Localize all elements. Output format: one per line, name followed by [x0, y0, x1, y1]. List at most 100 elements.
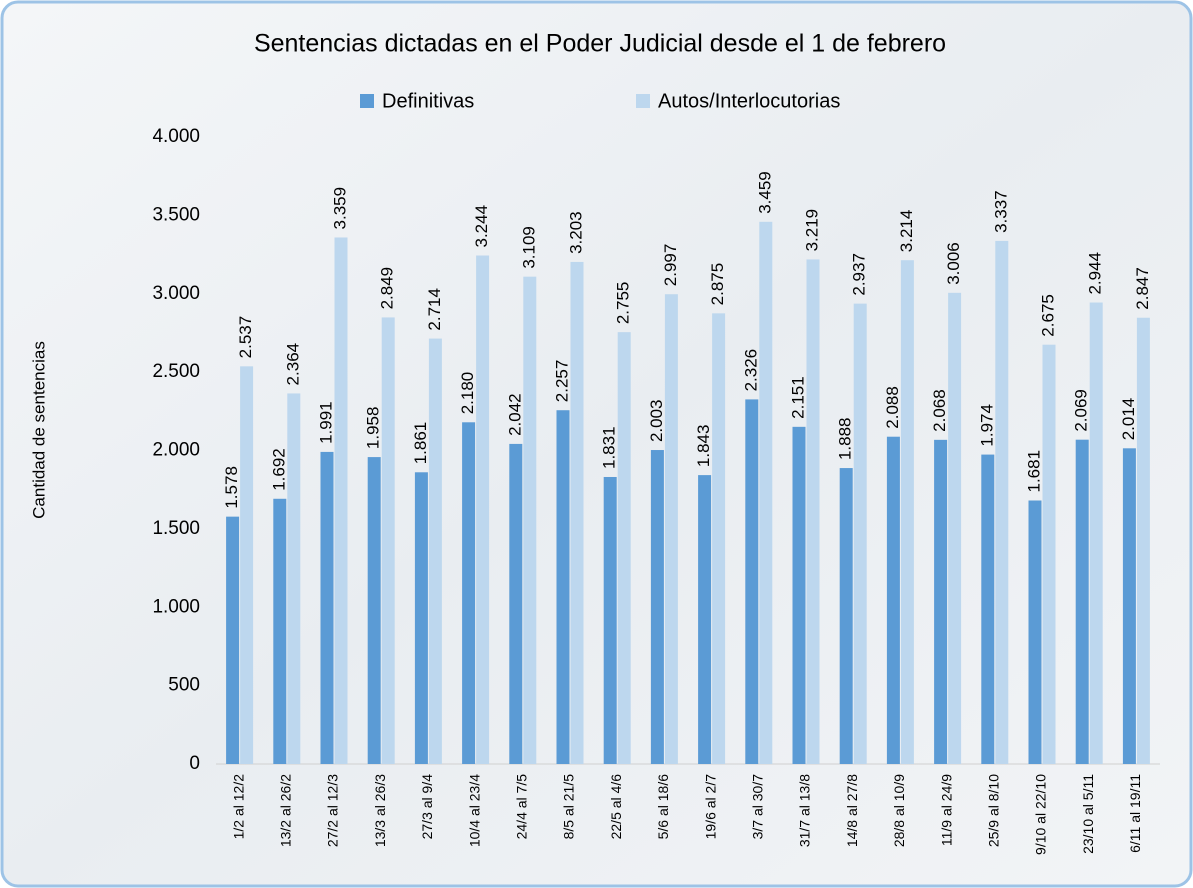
value-label: 2.068	[930, 389, 949, 432]
x-tick-label: 10/4 al 23/4	[466, 774, 482, 847]
bar	[523, 277, 536, 764]
value-label: 2.537	[236, 316, 255, 359]
value-label: 3.359	[330, 187, 349, 230]
x-tick-label: 1/2 al 12/2	[230, 774, 246, 840]
value-label: 2.003	[647, 399, 666, 442]
bar	[618, 332, 631, 764]
x-tick-label: 22/5 al 4/6	[608, 774, 624, 840]
bar	[840, 468, 853, 764]
bar	[240, 366, 253, 764]
bar	[476, 256, 489, 764]
value-label: 2.069	[1072, 389, 1091, 432]
value-label: 1.861	[411, 422, 430, 465]
bar	[321, 452, 334, 764]
bar	[901, 260, 914, 764]
y-tick-label: 4.000	[152, 126, 200, 147]
value-label: 2.714	[425, 288, 444, 331]
value-label: 3.219	[802, 209, 821, 252]
bar	[698, 475, 711, 764]
value-label: 1.578	[222, 466, 241, 509]
y-tick-label: 1.000	[152, 596, 200, 617]
x-tick-label: 27/2 al 12/3	[325, 774, 341, 847]
value-label: 2.847	[1133, 267, 1152, 310]
bar	[948, 293, 961, 764]
y-tick-label: 1.500	[152, 518, 200, 539]
bar	[759, 222, 772, 764]
value-label: 2.997	[661, 244, 680, 287]
value-label: 2.014	[1119, 398, 1138, 441]
bar	[509, 444, 522, 764]
value-label: 3.006	[944, 242, 963, 285]
bar	[1043, 345, 1056, 764]
value-label: 2.257	[552, 360, 571, 403]
x-tick-label: 13/2 al 26/2	[278, 774, 294, 847]
bar	[462, 422, 475, 764]
bar	[335, 237, 348, 764]
x-tick-label: 28/8 al 10/9	[891, 774, 907, 847]
bar	[1076, 440, 1089, 764]
bar	[887, 437, 900, 764]
bar	[604, 477, 617, 764]
value-label: 3.203	[566, 211, 585, 254]
value-label: 1.831	[600, 426, 619, 469]
bar	[273, 499, 286, 764]
page: {"chart_data": { "type": "bar", "title":…	[0, 0, 1193, 888]
value-label: 3.244	[472, 205, 491, 248]
y-axis-label: Cantidad de sentencias	[29, 341, 48, 519]
bar	[1123, 448, 1136, 764]
x-tick-label: 11/9 al 24/9	[938, 774, 954, 846]
x-tick-label: 25/9 al 8/10	[986, 774, 1002, 847]
value-label: 2.849	[378, 267, 397, 310]
value-label: 2.755	[614, 282, 633, 325]
bar	[934, 440, 947, 764]
bar	[712, 313, 725, 764]
bar	[1029, 501, 1042, 764]
value-label: 2.364	[283, 343, 302, 386]
y-tick-label: 3.500	[152, 204, 200, 225]
x-tick-label: 9/10 al 22/10	[1033, 774, 1049, 855]
y-tick-label: 2.000	[152, 440, 200, 461]
y-tick-label: 2.500	[152, 361, 200, 382]
value-label: 1.958	[364, 407, 383, 450]
bar	[287, 393, 300, 764]
bar	[665, 294, 678, 764]
bar	[429, 339, 442, 764]
value-label: 2.944	[1086, 252, 1105, 295]
chart-title: Sentencias dictadas en el Poder Judicial…	[254, 30, 946, 58]
bar	[415, 472, 428, 764]
value-label: 2.151	[788, 376, 807, 419]
value-label: 1.692	[269, 448, 288, 491]
bar	[557, 410, 570, 764]
value-label: 3.109	[519, 226, 538, 269]
value-label: 1.888	[836, 418, 855, 461]
value-label: 2.088	[883, 386, 902, 429]
x-tick-label: 14/8 al 27/8	[844, 774, 860, 847]
x-tick-label: 19/6 al 2/7	[702, 774, 718, 840]
legend-swatch	[636, 94, 650, 108]
bar	[854, 304, 867, 764]
x-tick-label: 3/7 al 30/7	[750, 774, 766, 840]
value-label: 3.337	[991, 190, 1010, 233]
x-tick-label: 13/3 al 26/3	[372, 774, 388, 847]
bar	[651, 450, 664, 764]
value-label: 1.681	[1024, 450, 1043, 493]
bar	[368, 457, 381, 764]
x-tick-label: 27/3 al 9/4	[419, 774, 435, 840]
value-label: 1.843	[694, 425, 713, 468]
bar	[571, 262, 584, 764]
x-tick-label: 31/7 al 13/8	[797, 774, 813, 847]
value-label: 3.459	[755, 171, 774, 214]
bar	[995, 241, 1008, 764]
y-tick-label: 3.000	[152, 283, 200, 304]
chart: Sentencias dictadas en el Poder Judicial…	[0, 0, 1193, 888]
value-label: 2.180	[458, 372, 477, 415]
legend-swatch	[360, 94, 374, 108]
y-tick-label: 0	[189, 753, 200, 774]
value-label: 3.214	[897, 210, 916, 253]
y-tick-label: 500	[168, 675, 200, 696]
value-label: 1.974	[977, 404, 996, 447]
x-tick-label: 23/10 al 5/11	[1080, 774, 1096, 854]
value-label: 2.326	[741, 349, 760, 392]
value-label: 2.875	[708, 263, 727, 306]
x-tick-label: 8/5 al 21/5	[561, 774, 577, 840]
